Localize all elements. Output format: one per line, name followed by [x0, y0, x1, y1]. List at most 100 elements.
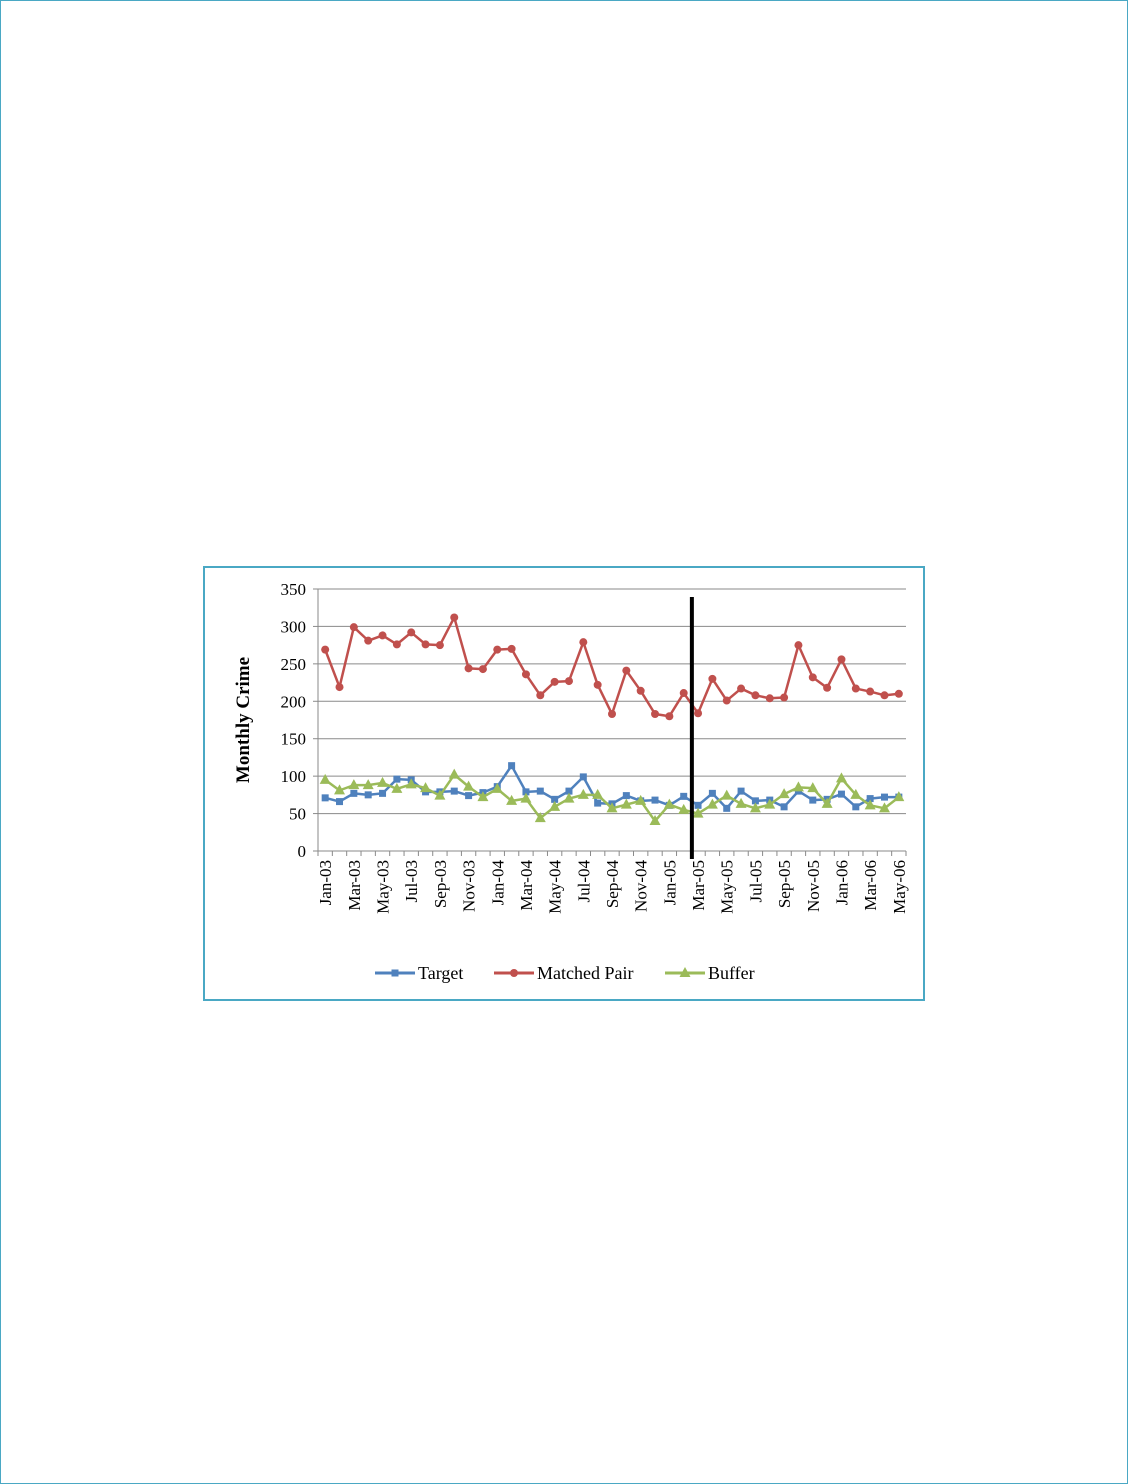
y-tick-label: 100: [281, 767, 307, 786]
data-point-target: [723, 804, 731, 812]
data-point-buffer: [606, 802, 618, 813]
data-point-buffer: [835, 772, 847, 783]
legend-label: Target: [418, 963, 463, 983]
x-tick-label: Jul-05: [746, 860, 765, 903]
legend-item-buffer: Buffer: [665, 963, 755, 983]
x-tick-label: Mar-05: [689, 860, 708, 911]
series-buffer: [319, 768, 905, 826]
data-point-target: [393, 775, 401, 783]
data-point-target: [751, 797, 759, 805]
y-tick-label: 50: [289, 805, 306, 824]
data-point-matched-pair: [622, 666, 631, 675]
x-tick-label: Mar-04: [517, 860, 536, 911]
data-point-buffer: [477, 791, 489, 802]
data-point-matched-pair: [866, 687, 875, 696]
data-point-target: [321, 794, 329, 802]
data-point-matched-pair: [392, 640, 401, 649]
data-point-matched-pair: [593, 680, 602, 689]
x-tick-label: Sep-04: [603, 860, 622, 909]
x-tick-label: Jan-06: [832, 860, 851, 905]
y-tick-label: 250: [281, 655, 307, 674]
data-point-buffer: [850, 788, 862, 799]
data-point-target: [551, 795, 559, 803]
axes: [313, 588, 907, 856]
data-point-target: [651, 796, 659, 804]
x-tick-label: Jan-04: [488, 860, 507, 906]
data-point-target: [579, 773, 587, 781]
series-matched-pair: [321, 613, 903, 721]
series: [319, 613, 905, 826]
data-point-buffer: [821, 797, 833, 808]
x-tick-label: May-04: [546, 860, 565, 914]
data-point-target: [350, 789, 358, 797]
data-point-matched-pair: [464, 664, 473, 673]
x-tick-label: May-05: [718, 860, 737, 914]
data-point-matched-pair: [665, 712, 674, 721]
data-point-buffer: [635, 794, 647, 805]
data-point-buffer: [706, 798, 718, 809]
legend-item-target: Target: [375, 963, 463, 983]
data-point-target: [780, 803, 788, 811]
data-point-matched-pair: [780, 693, 789, 702]
legend-item-matched-pair: Matched Pair: [494, 963, 633, 983]
data-point-matched-pair: [450, 613, 459, 622]
data-point-buffer: [534, 812, 546, 823]
data-point-buffer: [893, 791, 905, 802]
data-point-target: [852, 803, 860, 811]
data-point-target: [708, 789, 716, 797]
x-tick-label: Sep-03: [431, 860, 450, 908]
data-point-matched-pair: [550, 677, 559, 686]
data-point-buffer: [764, 798, 776, 809]
data-point-matched-pair: [636, 686, 645, 695]
data-point-matched-pair: [880, 691, 889, 700]
data-point-buffer: [319, 773, 331, 784]
x-tick-label: May-06: [890, 860, 909, 914]
x-tick-label: Nov-03: [460, 860, 479, 912]
x-tick-label: Nov-04: [632, 860, 651, 912]
y-tick-label: 0: [298, 842, 307, 861]
data-point-matched-pair: [708, 674, 717, 683]
y-tick-label: 350: [281, 580, 307, 599]
data-point-target: [622, 792, 630, 800]
data-point-matched-pair: [794, 641, 803, 650]
data-point-matched-pair: [823, 683, 832, 692]
data-point-target: [837, 790, 845, 798]
data-point-buffer: [506, 794, 518, 805]
legend: Target Matched Pair Buffer: [375, 963, 755, 983]
legend-label: Buffer: [708, 963, 755, 983]
line-chart: 0 50 100 150 200 250 300 350 Jan-03 Mar-03 May-03…: [233, 580, 909, 983]
x-tick-label: Jan-05: [660, 860, 679, 905]
data-point-target: [379, 789, 387, 797]
data-point-target: [336, 798, 344, 806]
data-point-buffer: [778, 788, 790, 799]
data-point-matched-pair: [364, 636, 373, 645]
data-point-matched-pair: [651, 710, 660, 719]
data-point-target: [536, 787, 544, 795]
data-point-buffer: [362, 779, 374, 790]
data-point-buffer: [620, 798, 632, 809]
data-point-buffer: [434, 789, 446, 800]
x-tick-label: Jul-03: [402, 860, 421, 903]
data-point-matched-pair: [349, 623, 358, 632]
data-point-matched-pair: [564, 677, 573, 686]
y-tick-label: 300: [281, 617, 307, 636]
data-point-buffer: [792, 781, 804, 792]
data-point-matched-pair: [837, 655, 846, 664]
x-tick-label: Mar-06: [861, 860, 880, 911]
data-point-target: [809, 796, 817, 804]
y-tick-label: 150: [281, 730, 307, 749]
data-point-matched-pair: [478, 665, 487, 674]
data-point-matched-pair: [579, 638, 588, 647]
y-axis-label: Monthly Crime: [233, 657, 254, 783]
y-tick-label: 200: [281, 692, 307, 711]
data-point-matched-pair: [493, 645, 502, 654]
data-point-target: [508, 762, 516, 770]
data-point-matched-pair: [722, 696, 731, 705]
data-point-buffer: [334, 784, 346, 795]
x-tick-labels: Jan-03 Mar-03 May-03 Jul-03 Sep-03 Nov-03 Jan-…: [316, 860, 909, 914]
data-point-buffer: [649, 815, 661, 826]
data-point-target: [680, 792, 688, 800]
data-point-buffer: [491, 782, 503, 793]
data-point-target: [465, 792, 473, 800]
x-tick-label: May-03: [374, 860, 393, 914]
